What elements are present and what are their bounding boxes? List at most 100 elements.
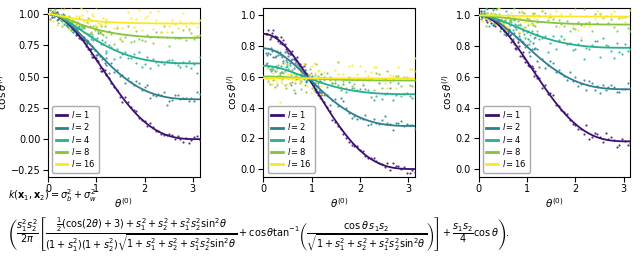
Point [82,9,92,13]
Point [161,29,172,34]
Point [117,73,127,77]
Point [276,64,286,68]
Point [306,91,316,95]
Point [611,28,621,33]
Point [312,69,323,73]
Point [514,34,524,38]
Point [480,13,490,18]
Point [287,49,298,53]
Point [543,92,553,96]
Point [506,19,516,24]
Point [363,74,373,78]
Point [287,57,298,61]
Point [352,75,362,80]
Point [69,23,79,28]
Point [159,132,169,137]
Point [394,121,404,125]
Point [316,76,326,80]
Point [53,16,63,21]
Point [390,93,401,97]
Point [53,13,63,17]
Point [548,15,558,19]
Point [88,45,99,50]
Point [525,38,536,43]
Point [570,123,580,127]
Point [532,17,542,21]
Point [486,10,497,15]
Point [51,10,61,14]
Point [604,20,614,25]
Point [551,47,561,52]
Point [178,95,188,100]
Point [84,24,95,28]
Point [625,29,636,33]
Point [522,16,532,20]
Point [595,91,605,96]
Point [79,25,90,29]
Point [551,70,561,74]
Point [268,28,278,33]
Point [281,47,291,51]
Point [322,105,332,109]
Point [137,88,147,92]
Point [355,115,365,120]
Point [564,41,575,45]
Point [598,16,608,21]
Point [189,98,199,103]
Point [112,47,122,51]
Point [509,42,519,47]
Point [61,16,72,20]
Point [341,90,351,95]
Point [581,88,591,92]
Point [273,39,284,44]
Point [335,84,346,89]
Point [355,64,365,68]
Point [497,22,508,27]
Point [54,16,65,20]
Point [476,11,486,16]
Point [153,63,163,67]
Point [515,16,525,20]
Point [287,67,298,72]
Point [131,61,141,65]
Point [312,73,323,78]
Point [481,6,492,10]
Point [184,140,194,145]
Point [272,49,282,53]
Point [374,122,384,126]
Point [390,86,401,90]
Point [78,25,88,29]
Point [483,7,493,12]
Point [93,21,104,25]
Point [497,23,508,28]
Point [140,16,150,21]
Point [137,38,147,42]
Point [508,37,518,42]
Point [76,24,86,28]
Point [57,15,67,19]
Point [573,42,583,46]
Point [92,27,102,31]
Point [49,9,60,13]
Point [516,54,527,58]
Point [284,66,294,71]
Point [267,31,277,35]
Point [64,14,74,19]
Point [492,15,502,19]
Point [314,68,324,72]
Point [285,81,295,85]
Point [101,72,111,76]
Point [178,28,188,33]
Point [263,28,273,32]
Point [180,24,191,28]
Point [91,56,101,61]
Point [592,39,602,43]
Point [516,10,527,14]
Point [47,10,57,14]
Point [506,40,516,45]
Point [314,89,324,94]
Point [180,96,191,100]
Point [192,134,202,139]
Point [363,88,373,92]
Point [369,156,379,160]
